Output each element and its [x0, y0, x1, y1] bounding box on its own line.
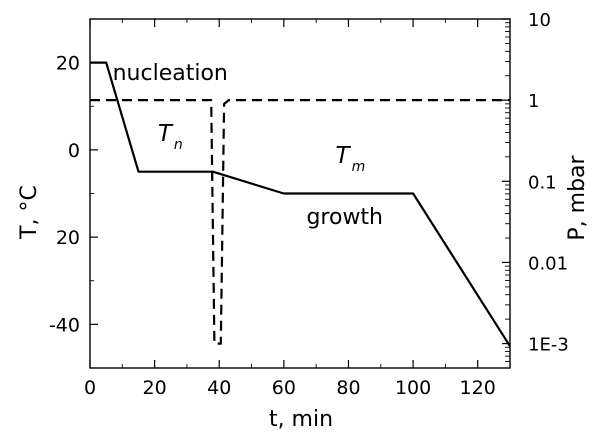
temperature-line — [90, 61, 511, 347]
y-right-tick-label: 1E-3 — [528, 335, 569, 356]
x-axis-ticks: 0 20 40 60 80 100 120 — [84, 19, 496, 399]
y-left-tick-label: 20 — [56, 53, 80, 75]
x-tick-label: 20 — [143, 377, 167, 399]
x-axis-title: t, min — [269, 407, 333, 432]
x-tick-label: 100 — [395, 377, 431, 399]
y-right-tick-label: 10 — [528, 10, 551, 31]
x-tick-label: 60 — [272, 377, 296, 399]
x-tick-label: 120 — [460, 377, 496, 399]
x-tick-label: 40 — [207, 377, 231, 399]
pressure-line — [90, 98, 510, 345]
annotation-subscript: m — [352, 159, 366, 175]
y-right-axis-title: P, mbar — [565, 154, 590, 240]
y-left-tick-label: 20 — [56, 227, 80, 249]
annotation-subscript: n — [174, 137, 183, 153]
y-left-axis-ticks: 20 0 20 -40 — [49, 18, 98, 369]
x-tick-label: 0 — [84, 377, 96, 399]
y-left-tick-label: -40 — [49, 314, 80, 336]
annotation-nucleation: nucleation — [113, 61, 228, 86]
x-tick-label: 80 — [336, 377, 360, 399]
y-left-tick-label: 0 — [68, 140, 80, 162]
y-right-axis-ticks: 10 1 0.1 0.01 1E-3 — [502, 10, 569, 369]
series-layer — [90, 61, 511, 347]
annotation-growth: growth — [306, 205, 383, 230]
y-right-tick-label: 0.01 — [528, 253, 568, 274]
y-right-tick-label: 0.1 — [528, 172, 557, 193]
y-left-axis-title: T, °C — [17, 185, 42, 240]
y-right-tick-label: 1 — [528, 91, 539, 112]
